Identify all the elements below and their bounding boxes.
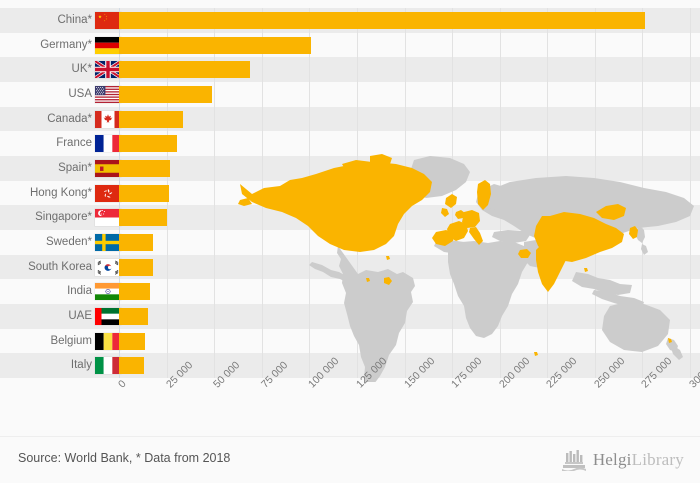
library-building-icon bbox=[561, 450, 586, 471]
bar[interactable] bbox=[119, 357, 144, 375]
logo-secondary: Library bbox=[631, 450, 684, 469]
bar[interactable] bbox=[119, 135, 178, 153]
bar[interactable] bbox=[119, 283, 151, 301]
category-label: Spain* bbox=[58, 162, 92, 174]
bar[interactable] bbox=[119, 258, 153, 276]
category-label: UAE bbox=[68, 310, 92, 322]
bar[interactable] bbox=[119, 11, 646, 29]
bar[interactable] bbox=[119, 110, 183, 128]
category-label: Sweden* bbox=[45, 236, 92, 248]
x-tick-label: 0 bbox=[116, 377, 129, 391]
category-label: Italy bbox=[70, 359, 92, 372]
logo-primary: Helgi bbox=[592, 450, 632, 469]
category-label: Germany* bbox=[40, 38, 92, 51]
bar[interactable] bbox=[119, 332, 146, 350]
bar[interactable] bbox=[119, 233, 154, 251]
category-label: Belgium bbox=[50, 334, 92, 347]
category-label: Singapore* bbox=[35, 211, 92, 224]
category-label: South Korea bbox=[28, 260, 92, 273]
bar[interactable] bbox=[119, 184, 169, 202]
footer: Source: World Bank, * Data from 2018 Hel… bbox=[0, 436, 700, 483]
bar[interactable] bbox=[119, 159, 170, 177]
logo-text: HelgiLibrary bbox=[593, 450, 684, 470]
plot-area: China* Germany* UK* USA Canada* France Spain* H… bbox=[0, 8, 700, 382]
bars-layer bbox=[0, 8, 700, 378]
category-label: USA bbox=[68, 88, 92, 100]
category-label: Canada* bbox=[47, 112, 92, 125]
bar[interactable] bbox=[119, 36, 311, 54]
bar[interactable] bbox=[119, 85, 212, 103]
category-label: India bbox=[67, 285, 92, 298]
bar[interactable] bbox=[119, 209, 167, 227]
category-label: China* bbox=[57, 14, 92, 26]
source-note: Source: World Bank, * Data from 2018 bbox=[18, 451, 231, 465]
bar[interactable] bbox=[119, 307, 149, 325]
category-label: France bbox=[56, 137, 92, 150]
bar[interactable] bbox=[119, 61, 250, 79]
category-label: UK* bbox=[71, 63, 92, 76]
category-label: Hong Kong* bbox=[29, 186, 92, 199]
helgi-library-logo[interactable]: HelgiLibrary bbox=[561, 447, 684, 473]
x-axis: 0 25 000 50 000 75 000 100 000 125 000 150 000… bbox=[0, 355, 700, 436]
